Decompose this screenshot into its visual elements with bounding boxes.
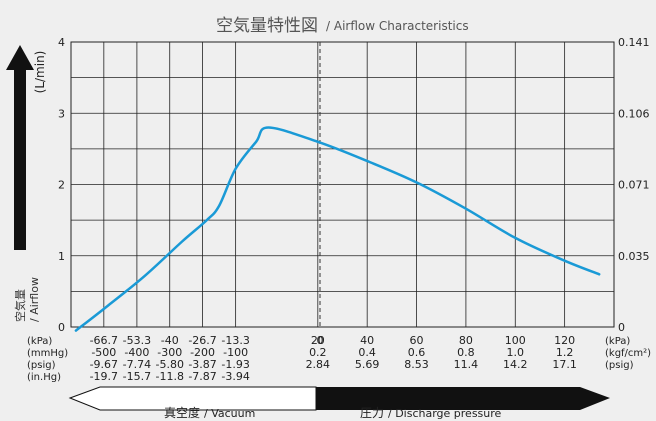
x-tick-label-pressure: 120 bbox=[554, 334, 575, 347]
vacuum-label-jp: 真空度 bbox=[164, 405, 200, 420]
x-tick-label-pressure: 17.1 bbox=[552, 358, 577, 371]
plot-frame bbox=[70, 41, 615, 328]
pressure-arrow-icon bbox=[316, 387, 610, 410]
x-tick-label-vacuum: -400 bbox=[124, 346, 149, 359]
x-tick-label-pressure: 20 bbox=[311, 334, 325, 347]
y-tick-label-right: 0 bbox=[618, 321, 625, 334]
pressure-label-en: / Discharge pressure bbox=[388, 407, 502, 420]
y-axis-label-jp: 空気量 bbox=[13, 289, 27, 322]
y-tick-label-right: 0.035 bbox=[618, 250, 650, 263]
y-axis-label-en: / Airflow bbox=[28, 277, 41, 322]
x-tick-label-vacuum: -13.3 bbox=[221, 334, 249, 347]
y-ticks-right: 0 0.035 0.071 0.106 0.141 bbox=[618, 36, 650, 334]
vacuum-tick-labels: -66.7 -53.3 -40 -26.7 -13.3-500 -400 -300 -200-… bbox=[90, 334, 250, 383]
x-tick-label-pressure: 2.84 bbox=[306, 358, 331, 371]
x-tick-label-pressure: 0.8 bbox=[457, 346, 475, 359]
x-tick-label-pressure: 0.4 bbox=[358, 346, 376, 359]
y-tick-label-right: 0.071 bbox=[618, 179, 650, 192]
x-tick-label-vacuum: -40 bbox=[161, 334, 179, 347]
pressure-tick-labels: 20 40 60 80 100 120 0.2 0.4 0.6 0.8 1.0 1.2 2.84 5.69… bbox=[306, 334, 577, 371]
x-tick-label-pressure: 80 bbox=[459, 334, 473, 347]
x-unit-label-left: (kPa) bbox=[27, 336, 52, 347]
chart-title: 空気量特性図 bbox=[216, 16, 318, 36]
x-tick-label-vacuum: -200 bbox=[190, 346, 215, 359]
x-units-left: (kPa)(mmHg)(psig)(in.Hg) bbox=[27, 336, 68, 383]
x-tick-label-vacuum: -26.7 bbox=[188, 334, 216, 347]
x-tick-label-vacuum: -11.8 bbox=[155, 370, 183, 383]
x-unit-label-left: (mmHg) bbox=[27, 348, 68, 359]
x-tick-label-pressure: 8.53 bbox=[404, 358, 429, 371]
x-tick-label-pressure: 1.2 bbox=[556, 346, 574, 359]
x-tick-label-vacuum: -3.94 bbox=[221, 370, 249, 383]
y-axis-unit: (L/min) bbox=[33, 51, 47, 94]
x-tick-label-pressure: 0.2 bbox=[309, 346, 327, 359]
x-tick-label-pressure: 100 bbox=[505, 334, 526, 347]
x-units-right: (kPa)(kgf/cm²)(psig) bbox=[605, 336, 651, 371]
y-tick-label-left: 3 bbox=[58, 107, 65, 120]
x-tick-label-vacuum: -9.67 bbox=[90, 358, 118, 371]
x-tick-label-vacuum: -7.74 bbox=[123, 358, 151, 371]
pressure-label-jp: 圧力 bbox=[360, 406, 384, 420]
grid bbox=[71, 42, 614, 327]
x-tick-label-vacuum: -500 bbox=[91, 346, 116, 359]
x-tick-label-vacuum: -19.7 bbox=[90, 370, 118, 383]
x-zero-label: 0 bbox=[317, 334, 324, 347]
x-tick-label-pressure: 5.69 bbox=[355, 358, 380, 371]
x-tick-label-vacuum: -15.7 bbox=[123, 370, 151, 383]
x-tick-label-pressure: 11.4 bbox=[454, 358, 479, 371]
x-unit-label-left: (in.Hg) bbox=[27, 372, 61, 383]
x-unit-label-right: (psig) bbox=[605, 360, 634, 371]
x-tick-label-pressure: 14.2 bbox=[503, 358, 528, 371]
y-tick-label-right: 0.141 bbox=[618, 36, 650, 49]
x-tick-label-pressure: 1.0 bbox=[507, 346, 525, 359]
x-tick-label-pressure: 0.6 bbox=[408, 346, 426, 359]
airflow-series-line bbox=[74, 126, 601, 332]
x-tick-label-vacuum: -100 bbox=[223, 346, 248, 359]
y-axis-arrow-icon bbox=[6, 45, 34, 250]
x-unit-label-right: (kgf/cm²) bbox=[605, 348, 651, 359]
x-tick-label-pressure: 40 bbox=[360, 334, 374, 347]
x-tick-label-pressure: 60 bbox=[410, 334, 424, 347]
vacuum-label-en: / Vacuum bbox=[204, 407, 255, 420]
y-tick-label-left: 4 bbox=[58, 36, 65, 49]
x-tick-label-vacuum: -7.87 bbox=[188, 370, 216, 383]
x-tick-label-vacuum: -5.80 bbox=[155, 358, 183, 371]
chart-subtitle: / Airflow Characteristics bbox=[326, 19, 469, 33]
x-tick-label-vacuum: -3.87 bbox=[188, 358, 216, 371]
y-tick-label-left: 2 bbox=[58, 179, 65, 192]
x-tick-label-vacuum: -1.93 bbox=[221, 358, 249, 371]
y-tick-label-left: 0 bbox=[58, 321, 65, 334]
x-tick-label-vacuum: -66.7 bbox=[90, 334, 118, 347]
x-tick-label-vacuum: -300 bbox=[157, 346, 182, 359]
x-unit-label-left: (psig) bbox=[27, 360, 56, 371]
y-tick-label-right: 0.106 bbox=[618, 107, 650, 120]
x-unit-label-right: (kPa) bbox=[605, 336, 630, 347]
y-ticks-left: 0 1 2 3 4 bbox=[58, 36, 65, 334]
y-tick-label-left: 1 bbox=[58, 250, 65, 263]
x-tick-label-vacuum: -53.3 bbox=[123, 334, 151, 347]
